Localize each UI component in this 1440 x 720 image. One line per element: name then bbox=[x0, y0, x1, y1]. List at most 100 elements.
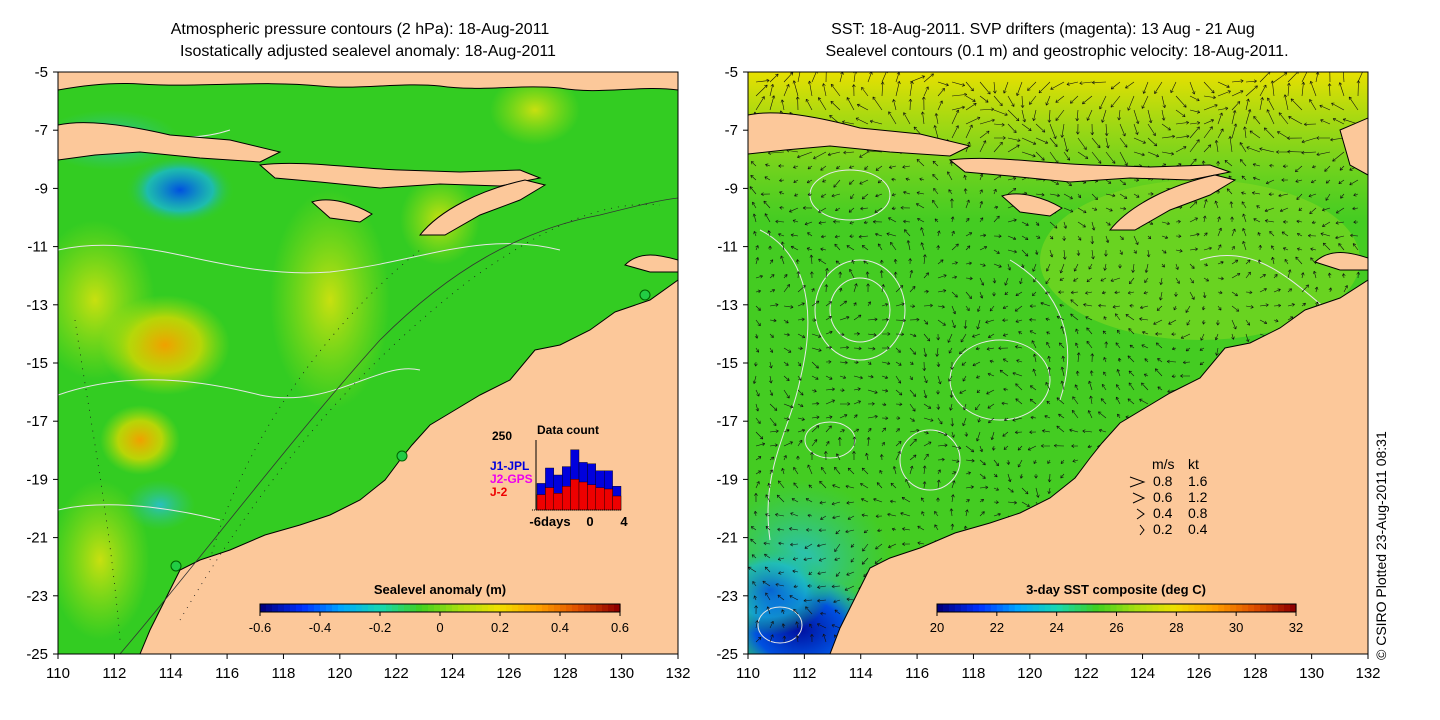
velocity-arrow bbox=[1241, 191, 1247, 195]
velocity-arrow bbox=[1301, 81, 1306, 97]
velocity-arrow bbox=[1189, 81, 1196, 95]
velocity-arrow bbox=[1127, 355, 1135, 363]
velocity-arrow bbox=[846, 571, 855, 576]
velocity-arrow bbox=[908, 98, 913, 111]
right-land-java bbox=[748, 112, 972, 157]
velocity-arrow bbox=[999, 369, 1009, 377]
velocity-arrow bbox=[1053, 443, 1065, 448]
velocity-legend-kt: 1.6 bbox=[1188, 473, 1208, 489]
velocity-arrow bbox=[864, 165, 869, 170]
velocity-arrow bbox=[909, 465, 914, 475]
velocity-arrow bbox=[1175, 109, 1186, 117]
right-colorbar-cell bbox=[1086, 604, 1094, 612]
velocity-arrow bbox=[1133, 193, 1140, 198]
left-colorbar-cell bbox=[356, 604, 363, 612]
left-colorbar-cell bbox=[572, 604, 579, 612]
velocity-arrow bbox=[1203, 263, 1208, 267]
velocity-arrow bbox=[1030, 415, 1037, 420]
velocity-arrow bbox=[1231, 123, 1238, 139]
velocity-arrow bbox=[1245, 109, 1252, 125]
velocity-arrow bbox=[863, 529, 869, 534]
velocity-arrow bbox=[1173, 305, 1177, 311]
velocity-arrow bbox=[1245, 305, 1254, 309]
velocity-arrow bbox=[810, 271, 814, 279]
velocity-arrow bbox=[1144, 358, 1149, 363]
velocity-arrow bbox=[1202, 291, 1207, 299]
right-colorbar-cell bbox=[990, 604, 998, 612]
velocity-arrow bbox=[1143, 290, 1149, 295]
velocity-arrow bbox=[1083, 303, 1093, 307]
velocity-arrow bbox=[1077, 137, 1087, 150]
velocity-arrow bbox=[1001, 401, 1009, 406]
velocity-arrow bbox=[923, 347, 928, 357]
velocity-arrow bbox=[951, 92, 968, 97]
velocity-arrow bbox=[979, 81, 991, 95]
left-colorbar-cell bbox=[458, 604, 465, 612]
velocity-arrow bbox=[951, 125, 959, 139]
velocity-arrow bbox=[1087, 410, 1093, 419]
velocity-arrow bbox=[783, 319, 789, 324]
right-colorbar-cell bbox=[1026, 604, 1034, 612]
right-sealevel-contour bbox=[809, 169, 891, 221]
velocity-arrow bbox=[993, 459, 1000, 467]
velocity-arrow bbox=[797, 439, 803, 447]
velocity-arrow bbox=[1034, 473, 1038, 479]
velocity-arrow bbox=[993, 205, 999, 210]
velocity-arrow bbox=[1091, 207, 1098, 211]
left-colorbar-cell bbox=[488, 604, 495, 612]
velocity-arrow bbox=[1086, 277, 1093, 283]
velocity-arrow bbox=[1231, 245, 1235, 251]
velocity-arrow bbox=[1076, 352, 1081, 363]
velocity-arrow bbox=[1007, 500, 1017, 505]
velocity-arrow bbox=[1079, 81, 1093, 85]
velocity-arrow bbox=[834, 234, 841, 239]
velocity-arrow bbox=[820, 165, 827, 171]
velocity-arrow bbox=[1003, 81, 1009, 94]
velocity-arrow bbox=[888, 165, 897, 169]
velocity-arrow bbox=[851, 259, 855, 265]
velocity-arrow bbox=[1070, 299, 1079, 307]
velocity-arrow bbox=[767, 482, 771, 489]
velocity-arrow bbox=[860, 483, 869, 489]
velocity-arrow bbox=[1049, 179, 1060, 185]
velocity-arrow bbox=[811, 401, 820, 406]
velocity-arrow bbox=[1328, 287, 1333, 293]
left-y-tick-label: -7 bbox=[35, 122, 48, 139]
velocity-arrow bbox=[1245, 333, 1250, 343]
right-colorbar-tick-label: 32 bbox=[1289, 620, 1303, 635]
velocity-arrow bbox=[951, 319, 956, 329]
velocity-arrow bbox=[1340, 193, 1345, 199]
velocity-arrow bbox=[777, 480, 785, 489]
velocity-arrow bbox=[849, 234, 855, 238]
velocity-arrow bbox=[808, 484, 813, 489]
velocity-arrow bbox=[1217, 244, 1222, 251]
velocity-arrow bbox=[762, 580, 771, 587]
velocity-arrow bbox=[909, 361, 914, 365]
velocity-arrow bbox=[993, 473, 998, 478]
left-colorbar-ticks: -0.6 -0.4 -0.2 0 0.2 0.4 0.6 bbox=[249, 612, 629, 635]
velocity-arrow bbox=[923, 319, 929, 325]
velocity-arrow bbox=[811, 425, 820, 433]
velocity-arrow bbox=[783, 284, 791, 293]
velocity-arrow bbox=[797, 361, 802, 367]
velocity-arrow bbox=[1114, 290, 1121, 295]
velocity-arrow bbox=[1021, 487, 1029, 495]
velocity-arrow bbox=[1058, 290, 1065, 294]
left-anomaly-cyan-sw bbox=[125, 480, 195, 530]
velocity-arrow bbox=[1117, 357, 1122, 363]
velocity-arrow bbox=[819, 480, 827, 489]
velocity-arrow bbox=[1327, 272, 1332, 279]
velocity-arrow bbox=[1128, 277, 1135, 285]
velocity-arrow bbox=[1016, 81, 1023, 96]
velocity-arrow bbox=[1231, 305, 1240, 312]
velocity-arrow bbox=[1301, 284, 1310, 293]
velocity-arrow bbox=[1076, 249, 1081, 256]
velocity-arrow bbox=[867, 361, 872, 365]
velocity-arrow bbox=[754, 605, 758, 615]
velocity-arrow bbox=[1032, 291, 1037, 297]
right-colorbar-tick-label: 26 bbox=[1109, 620, 1123, 635]
velocity-arrow bbox=[988, 417, 995, 424]
left-colorbar-cell bbox=[434, 604, 441, 612]
velocity-arrow bbox=[755, 347, 759, 353]
velocity-arrow bbox=[951, 459, 960, 463]
